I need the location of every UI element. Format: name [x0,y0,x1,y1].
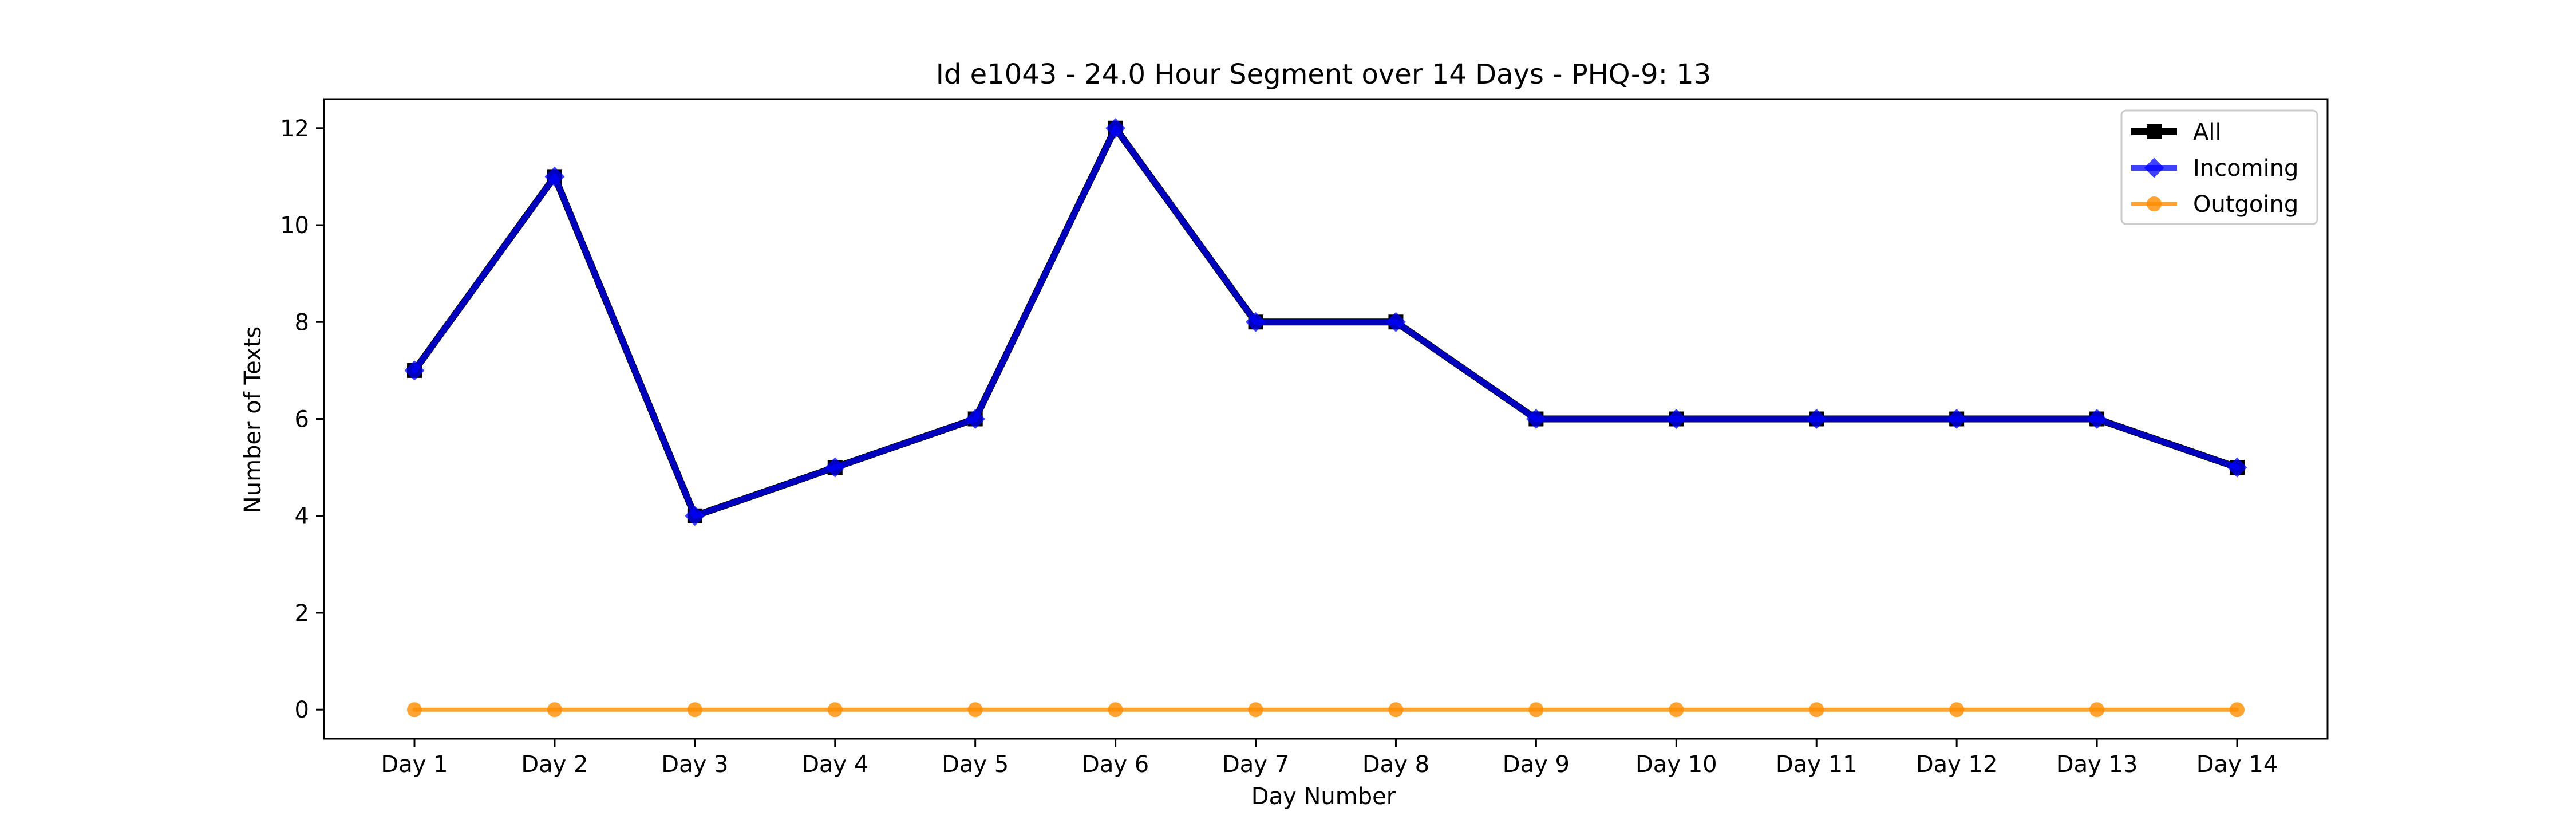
legend-marker [2144,157,2164,178]
data-point-outgoing [1388,702,1404,718]
y-tick-label: 10 [280,212,309,239]
data-point-incoming [2227,457,2247,478]
series-outgoing [407,702,2245,718]
x-tick-label: Day 2 [521,751,588,778]
series-line-incoming [412,125,2240,519]
y-tick-label: 2 [295,600,309,627]
y-tick-label: 4 [295,503,309,530]
data-point-outgoing [1248,702,1263,718]
x-tick-label: Day 8 [1362,751,1429,778]
chart-title: Id e1043 - 24.0 Hour Segment over 14 Day… [936,58,1711,90]
x-tick-label: Day 9 [1503,751,1570,778]
plot-area: Day 1 Day 2 Day 3 Day 4 Day 5 Day 6 Day 7 Day 8… [280,98,2329,778]
data-point-outgoing [967,702,983,718]
legend-label: Outgoing [2193,191,2298,218]
legend-box [2120,109,2318,225]
data-point-incoming [1666,409,1686,429]
data-point-incoming [965,409,986,429]
data-point-outgoing [1949,702,1965,718]
data-point-incoming [544,166,565,187]
x-tick-label: Day 1 [381,751,448,778]
data-point-outgoing [687,702,702,718]
data-point-incoming [825,457,846,478]
data-point-incoming [404,360,425,381]
data-point-outgoing [2089,702,2105,718]
y-axis-label: Number of Texts [240,326,266,513]
y-tick-label: 6 [295,407,309,433]
x-tick-label: Day 3 [661,751,728,778]
x-tick-label: Day 4 [801,751,868,778]
x-tick-label: Day 12 [1916,751,1998,778]
data-point-incoming [1806,409,1827,429]
x-axis-label: Day Number [1251,783,1396,810]
data-point-outgoing [547,702,562,718]
data-point-incoming [1946,409,1967,429]
y-tick-label: 8 [295,309,309,336]
series-incoming [404,118,2247,526]
legend-marker [2147,124,2162,139]
data-point-outgoing [1108,702,1123,718]
data-point-incoming [1105,118,1126,139]
x-tick-label: Day 10 [1635,751,1717,778]
data-point-incoming [685,506,705,526]
legend-marker [2147,196,2162,211]
data-point-outgoing [2230,702,2245,718]
x-tick-label: Day 5 [942,751,1009,778]
x-tick-label: Day 6 [1082,751,1149,778]
data-point-incoming [1385,312,1406,332]
data-point-outgoing [1669,702,1684,718]
data-point-outgoing [827,702,843,718]
data-point-incoming [1526,409,1546,429]
legend: All Incoming Outgoing [2120,109,2318,225]
x-tick-label: Day 11 [1776,751,1858,778]
data-point-incoming [2087,409,2107,429]
data-point-incoming [1246,312,1266,332]
x-tick-label: Day 14 [2196,751,2278,778]
data-point-outgoing [1528,702,1544,718]
data-point-outgoing [1809,702,1824,718]
legend-label: Incoming [2193,155,2298,182]
x-tick-label: Day 13 [2056,751,2138,778]
data-point-outgoing [407,702,422,718]
y-tick-label: 12 [280,116,309,142]
legend-label: All [2193,119,2222,145]
x-tick-label: Day 7 [1222,751,1289,778]
y-tick-label: 0 [295,697,309,723]
